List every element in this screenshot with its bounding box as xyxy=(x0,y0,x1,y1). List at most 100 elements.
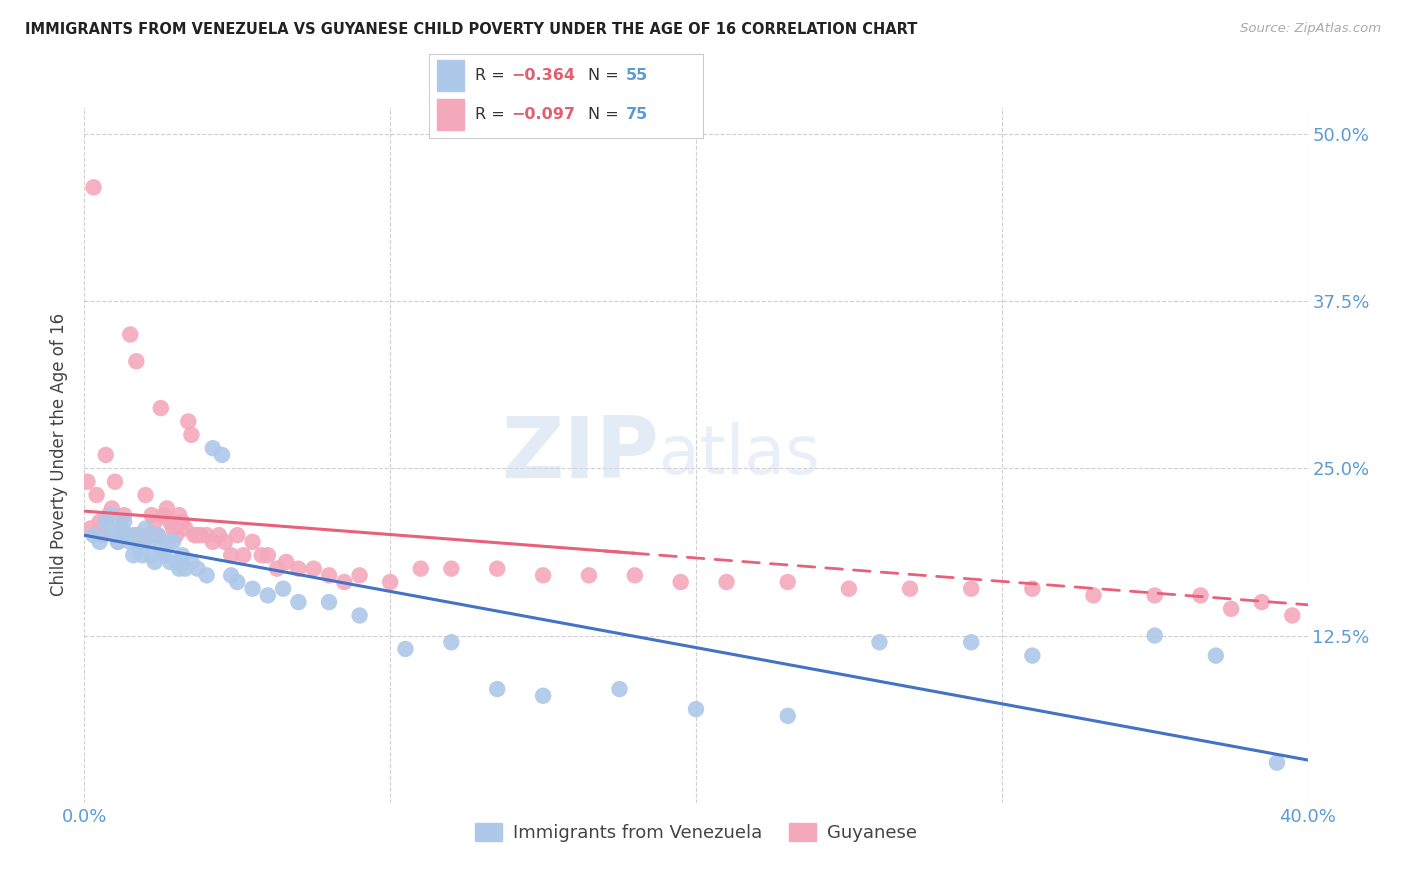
Point xyxy=(112,515,135,529)
Point xyxy=(190,528,212,542)
Text: R =: R = xyxy=(475,107,510,122)
Point xyxy=(349,608,371,623)
Text: R =: R = xyxy=(475,68,510,83)
Text: 75: 75 xyxy=(626,107,648,122)
Point xyxy=(180,555,202,569)
Point xyxy=(159,515,181,529)
Point xyxy=(776,575,799,590)
Point xyxy=(180,427,202,442)
Point xyxy=(1250,595,1272,609)
Point xyxy=(101,501,124,516)
Point xyxy=(110,521,132,535)
Point xyxy=(167,508,190,523)
Point xyxy=(104,475,127,489)
Point xyxy=(128,528,150,542)
Point xyxy=(685,702,707,716)
Point xyxy=(302,562,325,576)
Text: IMMIGRANTS FROM VENEZUELA VS GUYANESE CHILD POVERTY UNDER THE AGE OF 16 CORRELAT: IMMIGRANTS FROM VENEZUELA VS GUYANESE CH… xyxy=(25,22,918,37)
Bar xyxy=(437,99,464,130)
Point xyxy=(486,681,509,696)
Point xyxy=(195,568,218,582)
Point xyxy=(242,582,264,596)
Point xyxy=(122,548,145,563)
Point xyxy=(201,534,224,549)
Point xyxy=(122,528,145,542)
Point xyxy=(287,562,309,576)
Point xyxy=(143,555,166,569)
Point xyxy=(186,528,208,542)
Point xyxy=(869,635,891,649)
Point xyxy=(669,575,692,590)
Point xyxy=(1021,648,1043,663)
Point xyxy=(172,548,194,563)
Text: Source: ZipAtlas.com: Source: ZipAtlas.com xyxy=(1240,22,1381,36)
Point xyxy=(219,568,242,582)
Point xyxy=(83,180,105,194)
Point xyxy=(257,589,280,603)
Text: −0.097: −0.097 xyxy=(512,107,575,122)
Point xyxy=(440,635,463,649)
Point xyxy=(898,582,921,596)
Point xyxy=(162,534,184,549)
Point xyxy=(186,562,208,576)
Point xyxy=(318,568,340,582)
Point xyxy=(177,414,200,429)
Point xyxy=(153,508,176,523)
Point xyxy=(287,595,309,609)
Point xyxy=(131,548,153,563)
Point xyxy=(1220,602,1243,616)
Point xyxy=(104,528,127,542)
Point xyxy=(120,534,142,549)
Point xyxy=(110,521,132,535)
Point xyxy=(609,681,631,696)
Point xyxy=(167,562,190,576)
Point xyxy=(195,528,218,542)
Point xyxy=(242,534,264,549)
Point xyxy=(83,528,105,542)
Point xyxy=(380,575,402,590)
Point xyxy=(1205,648,1227,663)
Point xyxy=(86,488,108,502)
Point xyxy=(257,548,280,563)
Point xyxy=(266,562,288,576)
Point xyxy=(776,708,799,723)
Point xyxy=(79,521,101,535)
Point xyxy=(624,568,647,582)
Text: N =: N = xyxy=(588,68,624,83)
Point xyxy=(271,582,294,596)
Point xyxy=(97,521,120,535)
Point xyxy=(159,555,181,569)
Legend: Immigrants from Venezuela, Guyanese: Immigrants from Venezuela, Guyanese xyxy=(468,815,924,849)
Point xyxy=(165,528,187,542)
Point xyxy=(1143,628,1166,642)
Point xyxy=(578,568,600,582)
Point xyxy=(94,448,117,462)
Point xyxy=(333,575,356,590)
Point xyxy=(716,575,738,590)
Point xyxy=(219,548,242,563)
Point xyxy=(1021,582,1043,596)
Point xyxy=(208,528,231,542)
Point xyxy=(486,562,509,576)
Point xyxy=(112,508,135,523)
Point xyxy=(131,534,153,549)
Point xyxy=(174,521,197,535)
Point xyxy=(94,515,117,529)
Point xyxy=(76,475,98,489)
Point xyxy=(318,595,340,609)
Point xyxy=(531,568,554,582)
Point xyxy=(174,562,197,576)
Point xyxy=(128,541,150,556)
Point xyxy=(101,508,124,523)
Point xyxy=(125,354,148,368)
Point xyxy=(115,528,138,542)
Point xyxy=(531,689,554,703)
Point xyxy=(149,541,172,556)
Point xyxy=(156,501,179,516)
Point xyxy=(141,508,163,523)
Point xyxy=(1143,589,1166,603)
Point xyxy=(183,528,205,542)
Point xyxy=(135,488,157,502)
Point xyxy=(172,515,194,529)
Point xyxy=(165,555,187,569)
